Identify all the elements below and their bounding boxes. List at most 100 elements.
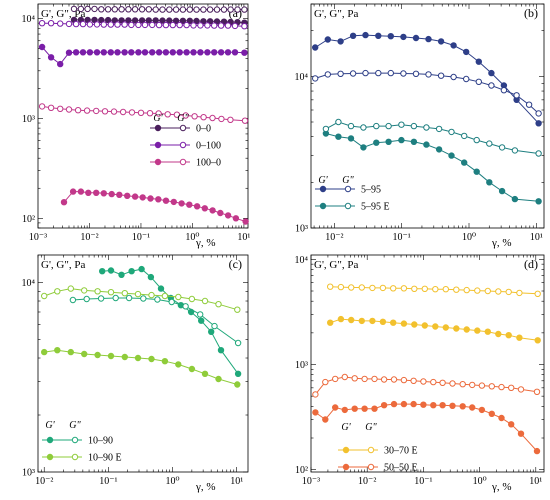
data-point (473, 136, 480, 144)
series-10-90-G- (69, 294, 242, 347)
data-point (511, 147, 519, 154)
data-point (54, 288, 61, 295)
legend-header: G' (45, 420, 55, 431)
data-point (193, 17, 200, 25)
data-point (172, 6, 180, 13)
data-point (86, 49, 94, 56)
data-point (234, 6, 241, 13)
data-point (312, 44, 319, 51)
data-point (508, 384, 515, 391)
data-point (517, 386, 525, 393)
data-point (172, 17, 180, 24)
data-point (474, 327, 481, 334)
data-point (227, 6, 234, 13)
data-point (107, 21, 115, 28)
data-point (500, 87, 508, 94)
data-point (435, 146, 443, 153)
panel-label: (d) (524, 257, 538, 271)
data-point (135, 49, 142, 56)
data-point (118, 271, 125, 278)
x-tick-label: 10⁻¹ (132, 232, 150, 243)
data-point (448, 128, 455, 136)
data-point (347, 135, 355, 142)
series-10-90-E (41, 347, 241, 388)
legend-label: 5–95 (361, 185, 381, 196)
legend-label: 0–0 (196, 124, 211, 135)
legend-header: G" (69, 420, 81, 431)
data-point (231, 49, 239, 56)
data-point (100, 49, 108, 56)
data-point (380, 402, 388, 409)
data-point (337, 38, 344, 45)
data-point (121, 49, 128, 56)
plot-frame (37, 3, 249, 229)
data-point (484, 328, 491, 335)
data-point (348, 316, 355, 324)
data-point (358, 317, 365, 325)
data-point (155, 21, 163, 29)
data-point (173, 111, 181, 118)
data-point (459, 381, 466, 388)
data-point (65, 106, 73, 113)
data-point (449, 402, 456, 409)
data-point (410, 377, 417, 384)
data-point (70, 5, 78, 13)
series-line (315, 72, 539, 114)
data-point (380, 376, 388, 383)
data-point (498, 187, 506, 195)
data-point (100, 21, 108, 28)
data-point (469, 404, 476, 411)
legend-marker-open (344, 202, 352, 210)
data-point (533, 447, 541, 455)
data-point (121, 353, 129, 361)
data-point (475, 78, 482, 86)
data-point (208, 328, 215, 335)
series-0-100 (38, 43, 248, 68)
data-point (211, 322, 218, 330)
data-point (373, 139, 380, 146)
plot-frame (310, 3, 545, 229)
data-point (241, 117, 249, 124)
data-point (224, 212, 232, 219)
data-point (200, 6, 207, 13)
data-point (91, 5, 98, 13)
data-point (473, 168, 480, 175)
data-point (517, 430, 525, 437)
data-point (100, 190, 108, 197)
data-point (498, 144, 506, 151)
data-point (362, 31, 369, 39)
data-point (505, 332, 512, 339)
data-point (387, 69, 394, 77)
data-point (495, 330, 502, 338)
data-point (125, 6, 132, 13)
data-point (375, 69, 382, 77)
data-point (169, 49, 177, 56)
data-point (217, 347, 225, 354)
data-point (65, 49, 73, 56)
data-point (121, 21, 128, 28)
data-point (107, 289, 115, 296)
data-point (162, 197, 170, 204)
data-point (94, 288, 101, 295)
data-point (38, 103, 46, 110)
data-point (182, 112, 189, 119)
data-point (324, 36, 331, 43)
data-point (385, 122, 392, 130)
data-point (135, 21, 142, 29)
data-point (104, 16, 112, 24)
legend-marker-filled (154, 124, 162, 132)
data-point (155, 110, 162, 117)
data-point (337, 283, 345, 291)
series-100-0 (60, 188, 249, 225)
data-point (141, 49, 149, 56)
series-30-70-E-G- (327, 283, 541, 297)
data-point (138, 6, 146, 13)
data-point (107, 267, 115, 274)
data-point (162, 49, 170, 56)
x-axis-label: γ, % (195, 481, 216, 493)
legend-marker-filled (154, 158, 162, 166)
data-point (498, 414, 505, 422)
data-point (209, 207, 216, 214)
series-5-95-E-G- (322, 118, 542, 157)
legend-label: 10–90 E (88, 453, 122, 464)
